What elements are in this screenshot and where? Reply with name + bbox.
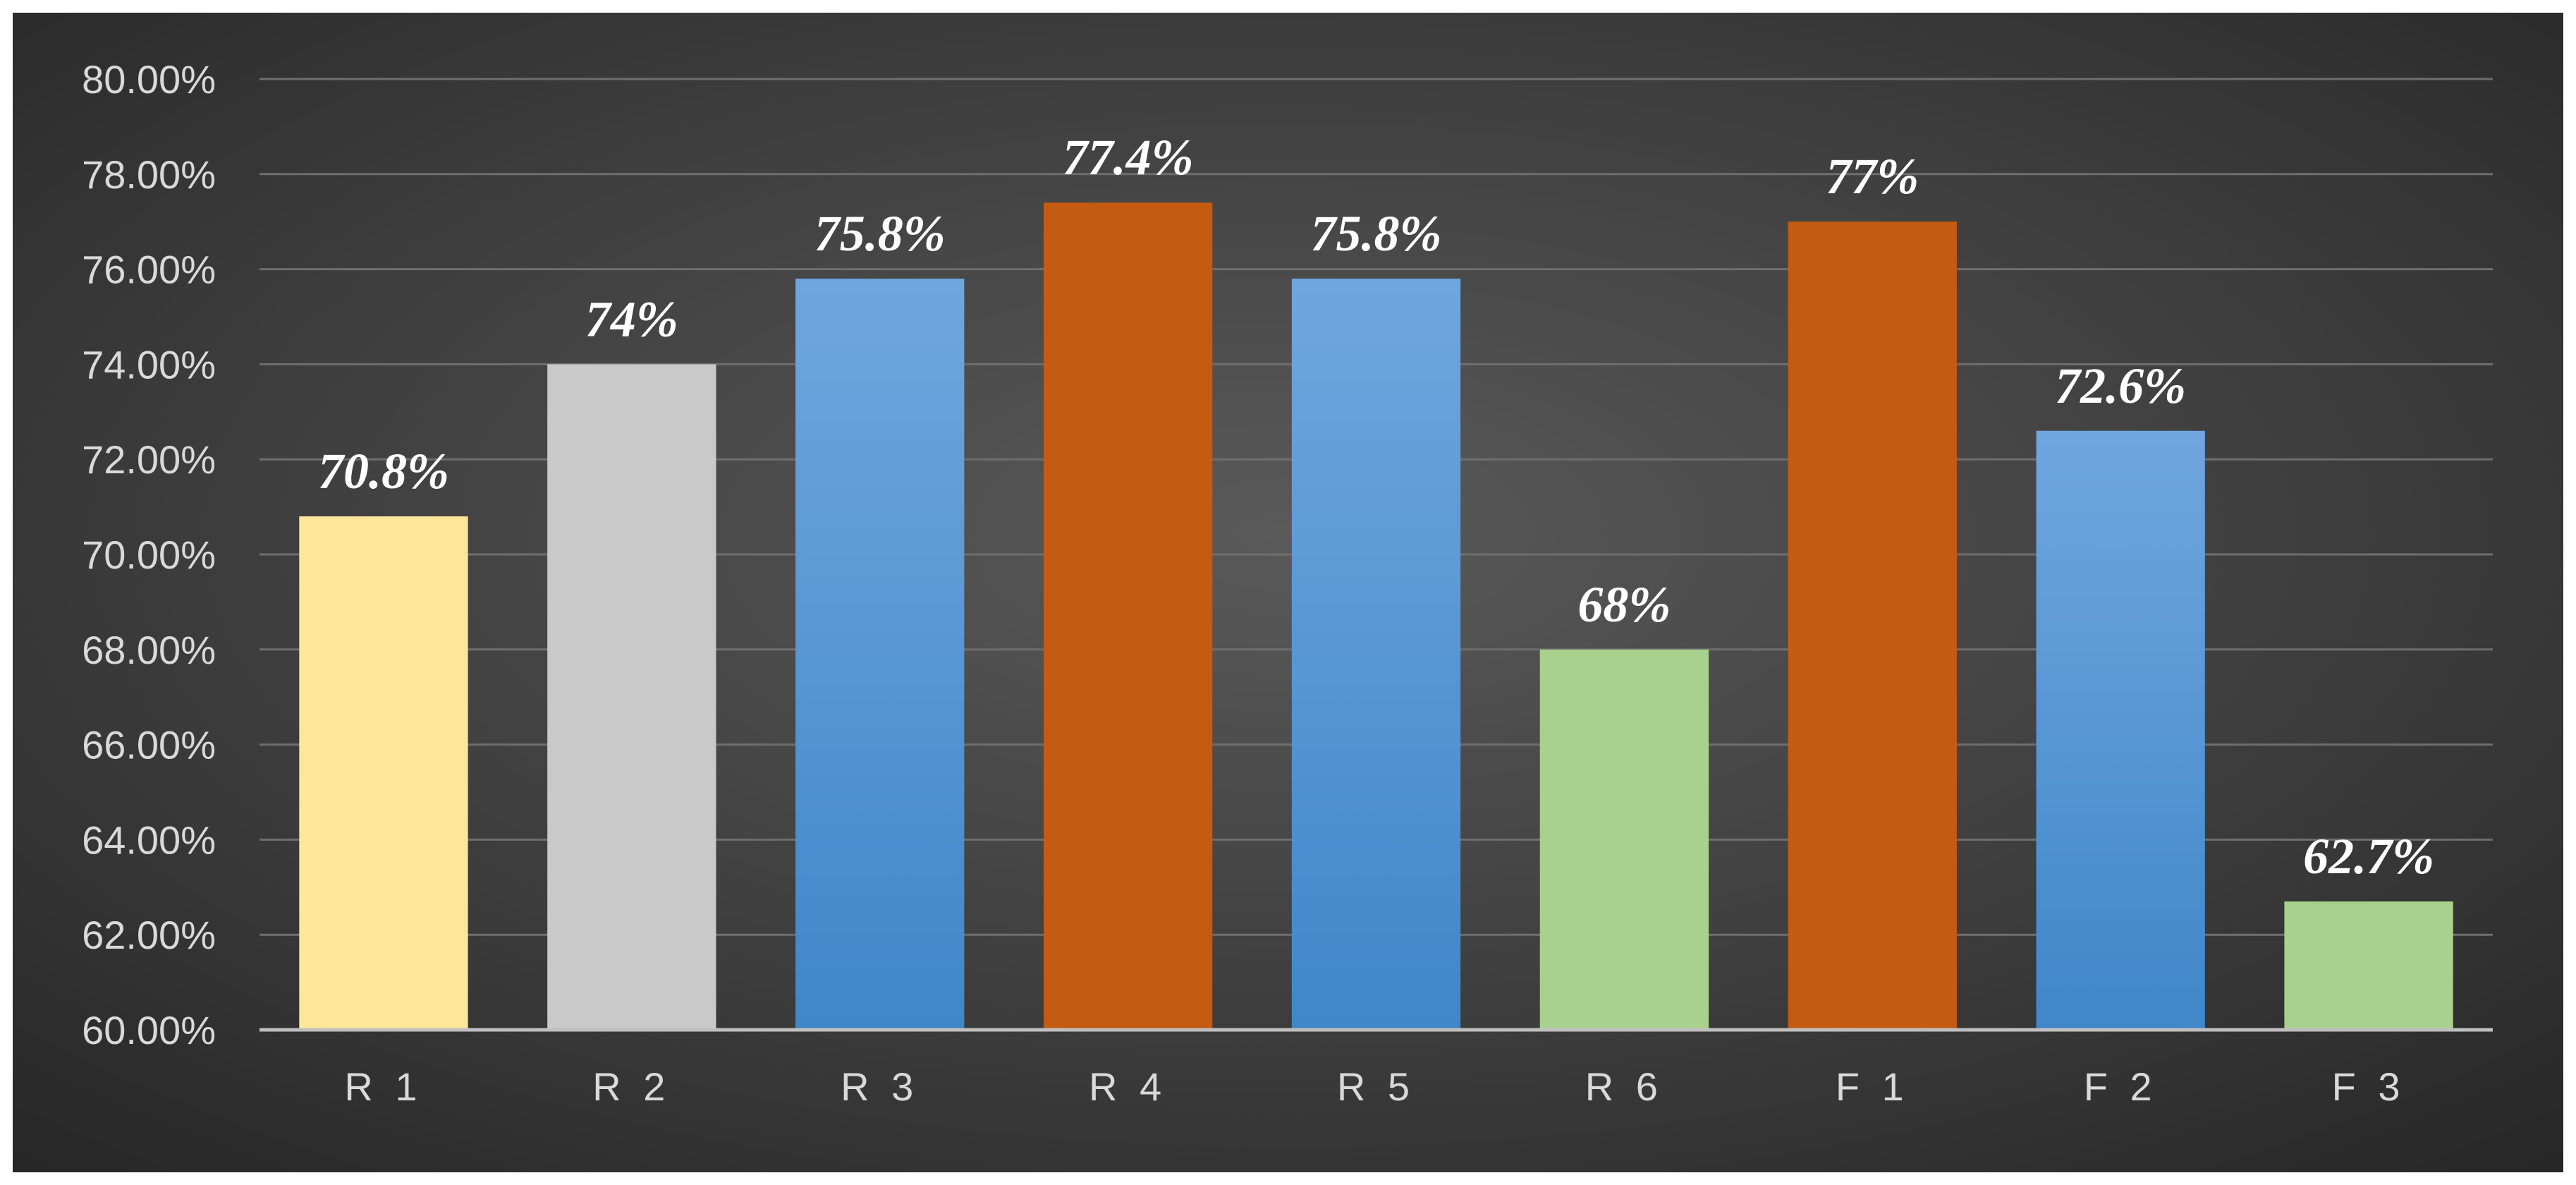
- data-labels: 70.8% 74% 75.8% 77.4% 75.8% 68% 77% 72.6% 62.7%: [318, 129, 2434, 885]
- bar-chart: 60.00% 62.00% 64.00% 66.00% 68.00% 70.00% 72.0…: [13, 13, 2563, 1172]
- x-axis-category-labels: R 1 R 2 R 3 R 4 R 5 R 6 F 1 F 2 F 3: [344, 1064, 2406, 1109]
- data-label: 77.4%: [1063, 129, 1194, 186]
- y-tick-label: 64.00%: [82, 818, 216, 862]
- y-tick-label: 70.00%: [82, 533, 216, 577]
- x-category-label: F 1: [1836, 1064, 1910, 1109]
- x-category-label: R 4: [1089, 1064, 1167, 1109]
- data-label: 62.7%: [2303, 828, 2434, 885]
- bar-f3: [2284, 901, 2453, 1030]
- x-category-label: R 5: [1337, 1064, 1415, 1109]
- data-label: 68%: [1577, 576, 1671, 633]
- y-tick-label: 72.00%: [82, 437, 216, 482]
- x-category-label: R 2: [592, 1064, 671, 1109]
- data-label: 72.6%: [2055, 358, 2186, 414]
- y-tick-label: 76.00%: [82, 248, 216, 292]
- y-tick-label: 60.00%: [82, 1008, 216, 1052]
- bar-f2: [2036, 430, 2205, 1030]
- bar-r5: [1291, 279, 1461, 1031]
- y-tick-label: 68.00%: [82, 628, 216, 672]
- data-label: 77%: [1826, 148, 1919, 205]
- y-axis-tick-labels: 60.00% 62.00% 64.00% 66.00% 68.00% 70.00% 72.0…: [82, 57, 216, 1052]
- bar-r1: [299, 516, 468, 1030]
- y-tick-label: 74.00%: [82, 342, 216, 387]
- bar-f1: [1788, 221, 1957, 1031]
- x-category-label: F 2: [2084, 1064, 2158, 1109]
- x-category-label: R 6: [1585, 1064, 1664, 1109]
- bar-r2: [547, 364, 716, 1030]
- y-tick-label: 62.00%: [82, 913, 216, 957]
- y-tick-label: 66.00%: [82, 723, 216, 767]
- bar-r4: [1043, 202, 1213, 1030]
- data-label: 75.8%: [1311, 205, 1442, 262]
- bars: [299, 202, 2453, 1031]
- x-category-label: R 1: [344, 1064, 422, 1109]
- data-label: 74%: [585, 291, 678, 347]
- y-tick-label: 80.00%: [82, 57, 216, 102]
- data-label: 70.8%: [318, 443, 449, 499]
- bar-r3: [795, 279, 965, 1031]
- data-label: 75.8%: [814, 205, 946, 262]
- x-category-label: F 3: [2332, 1064, 2406, 1109]
- y-tick-label: 78.00%: [82, 152, 216, 197]
- chart-frame: 60.00% 62.00% 64.00% 66.00% 68.00% 70.00% 72.0…: [13, 13, 2563, 1172]
- bar-r6: [1539, 649, 1709, 1030]
- x-category-label: R 3: [841, 1064, 919, 1109]
